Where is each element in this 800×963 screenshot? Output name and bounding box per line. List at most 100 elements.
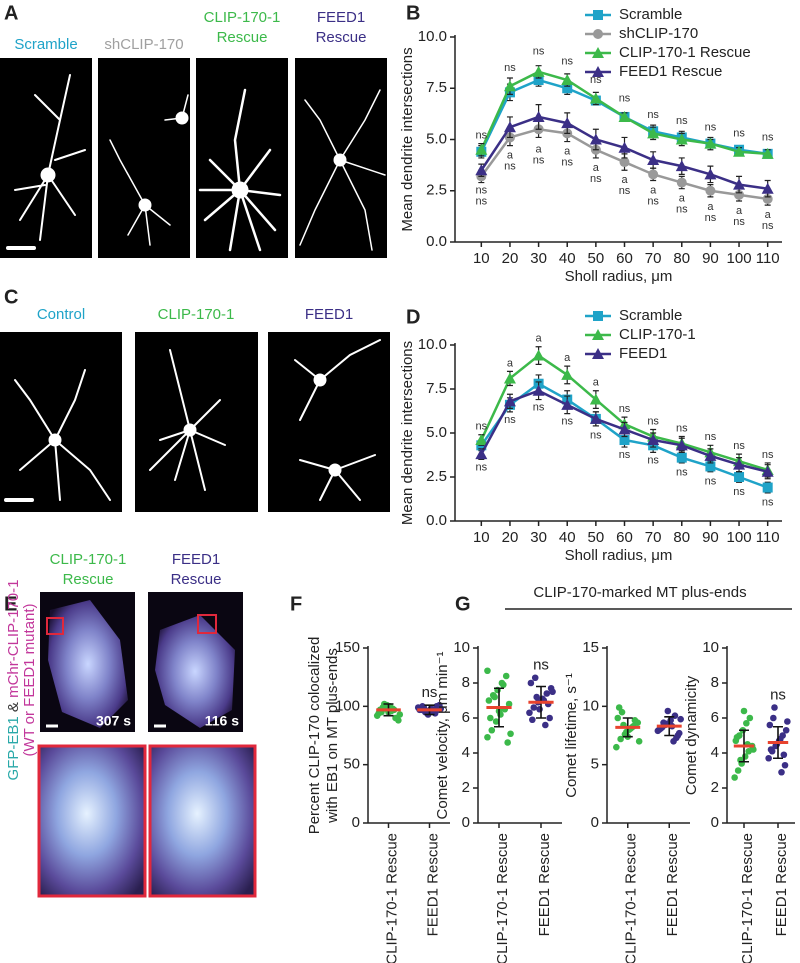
marker: [593, 29, 603, 39]
data-point: [677, 715, 684, 723]
marker: [533, 75, 544, 86]
significance-label: ns: [705, 475, 717, 487]
marker: [761, 182, 774, 194]
marker: [761, 147, 774, 159]
significance-label: ns: [733, 440, 745, 452]
significance-label: ns: [533, 45, 545, 57]
marker: [733, 178, 746, 190]
marker: [675, 133, 688, 145]
panel-letter: E: [4, 593, 17, 615]
marker: [562, 83, 573, 94]
side-label-part: GFP-EB1: [5, 716, 22, 780]
data-point: [526, 709, 533, 717]
x-tick-label: 100: [727, 529, 752, 546]
y-tick-label: 5.0: [426, 424, 447, 441]
y-tick-label: 4: [711, 744, 719, 761]
data-point: [484, 733, 491, 741]
side-label-part: mChr-CLIP-170-1: [5, 580, 22, 698]
data-point: [782, 726, 790, 734]
soma: [40, 167, 56, 183]
data-point: [734, 767, 742, 774]
micrograph: [268, 332, 390, 512]
marker: [593, 10, 603, 20]
image-label: FEED1: [317, 9, 365, 26]
image-label: Scramble: [14, 36, 77, 53]
x-tick-label: 90: [702, 529, 719, 546]
x-tick-label: 110: [756, 250, 780, 267]
significance-label: ns: [762, 449, 774, 461]
marker: [675, 160, 688, 172]
y-tick-label: 0.0: [426, 233, 447, 250]
micrograph: [135, 332, 258, 512]
y-tick-label: 7.5: [426, 380, 447, 397]
legend-label: CLIP-170-1: [619, 326, 696, 343]
marker: [561, 117, 574, 129]
significance-label: ns: [533, 657, 549, 674]
marker: [503, 395, 516, 407]
timestamp: 307 s: [96, 713, 131, 729]
legend-label: shCLIP-170: [619, 25, 698, 42]
y-tick-label: 5.0: [426, 130, 447, 147]
data-point: [492, 718, 500, 725]
significance-label: ns: [561, 56, 573, 68]
marker: [592, 348, 604, 359]
y-tick-label: 0: [352, 814, 360, 831]
soma: [48, 433, 62, 447]
significance-label: ns: [647, 109, 659, 121]
x-tick-label: 20: [502, 250, 519, 267]
significance-label: ns: [647, 454, 659, 466]
y-tick-label: 10: [702, 639, 719, 656]
image-label: Rescue: [171, 571, 222, 588]
marker: [532, 384, 545, 396]
data-point: [750, 746, 757, 753]
image-label: Rescue: [63, 571, 114, 588]
legend-label: Scramble: [619, 6, 682, 23]
image-label: CLIP-170-1: [204, 9, 281, 26]
y-tick-label: 8: [462, 674, 470, 691]
marker: [618, 423, 631, 435]
marker: [647, 154, 660, 165]
micrograph: [98, 58, 190, 258]
significance-label: ns: [422, 684, 438, 701]
significance-label: ns: [733, 486, 745, 498]
marker: [589, 393, 602, 405]
significance-label: ns: [770, 686, 786, 703]
significance-label: ns: [619, 185, 631, 197]
data-point: [549, 688, 556, 696]
significance-label: a: [736, 205, 743, 217]
marker: [592, 47, 604, 58]
neuron: [198, 88, 282, 252]
y-axis-label: with EB1 on MT plus-ends: [324, 648, 341, 824]
data-point: [487, 714, 494, 722]
marker: [561, 368, 574, 380]
cell: [48, 600, 128, 728]
marker: [475, 434, 488, 446]
significance-label: a: [593, 162, 600, 174]
y-tick-label: 0.0: [426, 512, 447, 529]
y-tick-label: 6: [711, 709, 719, 726]
significance-label: ns: [476, 130, 488, 142]
significance-label: ns: [504, 161, 516, 173]
y-tick-label: 4: [462, 744, 470, 761]
significance-label: a: [593, 377, 600, 389]
y-axis-label: Mean dendrite intersections: [399, 47, 416, 231]
x-tick-label: 50: [588, 529, 605, 546]
x-tick-label: CLIP-170-1 Rescue: [383, 833, 400, 963]
data-point: [491, 693, 498, 701]
y-tick-label: 150: [335, 639, 360, 656]
data-point: [546, 714, 553, 722]
significance-label: ns: [705, 431, 717, 443]
marker: [589, 133, 602, 145]
data-point: [505, 700, 513, 708]
x-tick-label: CLIP-170-1 Rescue: [494, 833, 511, 963]
significance-label: ns: [676, 422, 688, 434]
marker: [733, 458, 746, 470]
x-tick-label: 110: [756, 529, 780, 546]
marker: [619, 435, 630, 446]
side-label: GFP-EB1 & mChr-CLIP-170-1: [5, 580, 22, 781]
y-tick-label: 10: [453, 639, 470, 656]
y-tick-label: 7.5: [426, 79, 447, 96]
neuron: [14, 74, 86, 241]
data-point: [781, 761, 789, 769]
